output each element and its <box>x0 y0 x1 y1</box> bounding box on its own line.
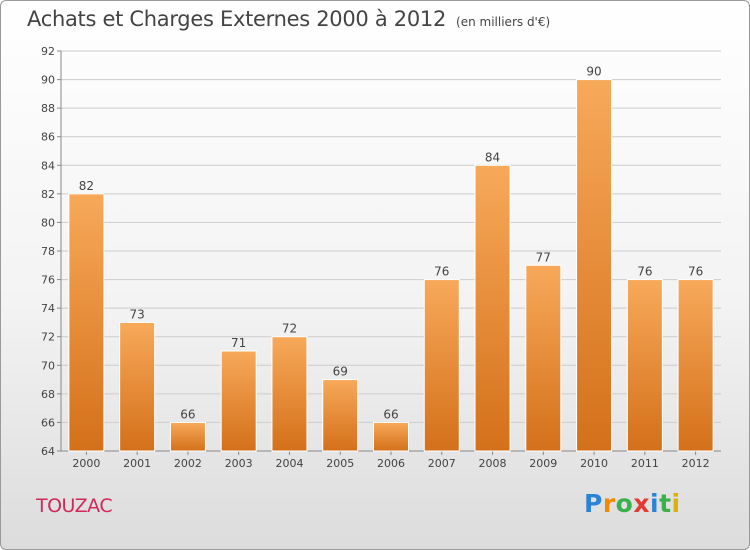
y-tick-label: 70 <box>41 359 55 372</box>
x-tick-label-2012: 2012 <box>682 457 710 470</box>
bar-2003 <box>220 350 257 452</box>
bar-2010 <box>576 79 613 452</box>
bar-2006 <box>373 421 409 452</box>
x-tick-label-2008: 2008 <box>479 457 507 470</box>
x-tick-label-2000: 2000 <box>72 457 100 470</box>
bar-2011 <box>626 279 663 452</box>
x-tick-label-2005: 2005 <box>326 457 354 470</box>
bar-2005 <box>322 379 359 452</box>
data-label-2010: 90 <box>586 65 601 79</box>
bar-2000 <box>68 193 105 452</box>
y-tick-label: 82 <box>41 188 55 201</box>
bar-2009 <box>525 264 562 452</box>
y-tick-label: 74 <box>41 302 55 315</box>
y-tick-label: 88 <box>41 102 55 115</box>
data-label-2009: 77 <box>536 250 551 264</box>
y-tick-label: 68 <box>41 388 55 401</box>
x-tick-label-2011: 2011 <box>631 457 659 470</box>
chart-title-text: Achats et Charges Externes 2000 à 2012 <box>27 7 447 31</box>
data-label-2005: 69 <box>333 365 348 379</box>
data-label-2000: 82 <box>79 179 94 193</box>
bar-2012 <box>677 279 714 452</box>
y-tick-label: 92 <box>41 45 55 58</box>
chart-title: Achats et Charges Externes 2000 à 2012 (e… <box>27 7 550 31</box>
x-tick-label-2006: 2006 <box>377 457 405 470</box>
bar-2001 <box>119 321 156 452</box>
y-tick-label: 90 <box>41 74 55 87</box>
bar-2004 <box>271 336 308 452</box>
y-tick-label: 76 <box>41 274 55 287</box>
proxiti-logo: Proxiti <box>584 489 681 518</box>
commune-name: TOUZAC <box>36 495 113 517</box>
data-label-2007: 76 <box>434 265 449 279</box>
y-tick-label: 64 <box>41 445 55 458</box>
data-label-2008: 84 <box>485 150 500 164</box>
data-label-2011: 76 <box>637 265 652 279</box>
data-label-2006: 66 <box>383 407 398 421</box>
y-tick-label: 84 <box>41 159 55 172</box>
x-tick-label-2004: 2004 <box>275 457 303 470</box>
data-label-2001: 73 <box>130 307 145 321</box>
data-label-2004: 72 <box>282 322 297 336</box>
y-tick-label: 86 <box>41 131 55 144</box>
x-tick-label-2010: 2010 <box>580 457 608 470</box>
x-tick-label-2003: 2003 <box>225 457 253 470</box>
bar-2002 <box>169 421 206 452</box>
y-tick-label: 80 <box>41 216 55 229</box>
y-tick-label: 78 <box>41 245 55 258</box>
x-tick-label-2007: 2007 <box>428 457 456 470</box>
data-label-2002: 66 <box>180 407 195 421</box>
chart-unit-note: (en milliers d'€) <box>456 15 551 29</box>
y-tick-label: 72 <box>41 331 55 344</box>
x-tick-label-2001: 2001 <box>123 457 151 470</box>
data-label-2003: 71 <box>231 336 246 350</box>
x-tick-label-2002: 2002 <box>174 457 202 470</box>
data-label-2012: 76 <box>688 265 703 279</box>
bar-2008 <box>474 164 511 452</box>
x-tick-label-2009: 2009 <box>529 457 557 470</box>
y-tick-label: 66 <box>41 416 55 429</box>
bar-2007 <box>423 279 460 452</box>
